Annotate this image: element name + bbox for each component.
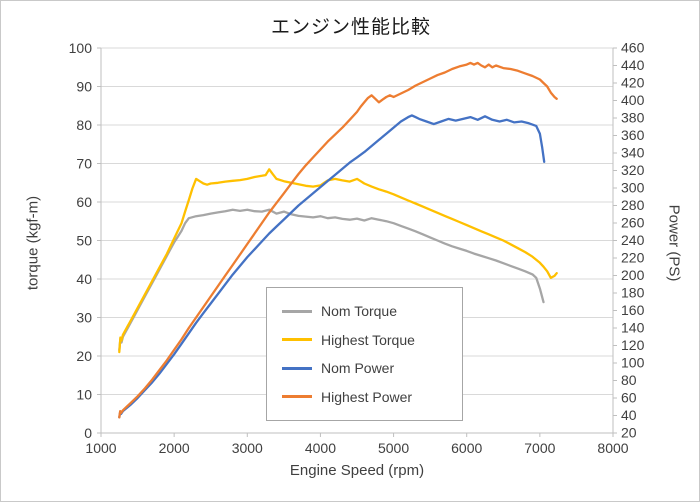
left-axis-tick-label: 50 — [76, 233, 92, 249]
right-axis-tick-label: 400 — [621, 92, 645, 108]
x-axis-tick-label: 8000 — [597, 440, 628, 456]
left-axis-tick-label: 30 — [76, 310, 92, 326]
right-axis-tick-label: 360 — [621, 127, 645, 143]
right-axis-tick-label: 440 — [621, 57, 645, 73]
left-axis-tick-label: 10 — [76, 387, 92, 403]
right-axis-tick-label: 460 — [621, 40, 645, 56]
legend-item: Highest Torque — [282, 332, 462, 348]
left-axis-tick-label: 20 — [76, 348, 92, 364]
right-axis-tick-label: 100 — [621, 355, 645, 371]
right-axis-tick-label: 40 — [621, 407, 637, 423]
left-axis-tick-label: 40 — [76, 271, 92, 287]
series-line-highest-torque — [118, 168, 558, 354]
right-axis-tick-label: 320 — [621, 162, 645, 178]
x-axis-title: Engine Speed (rpm) — [289, 462, 425, 479]
chart-title: エンジン性能比較 — [270, 17, 431, 38]
legend-item: Nom Torque — [282, 303, 462, 319]
right-axis-tick-label: 260 — [621, 215, 645, 231]
legend-line-sample — [282, 309, 312, 313]
x-axis-tick-label: 1000 — [85, 440, 116, 456]
right-axis-tick-label: 240 — [621, 232, 645, 248]
left-axis-tick-label: 90 — [76, 79, 92, 95]
x-axis-tick-label: 5000 — [378, 440, 409, 456]
right-axis-tick-label: 140 — [621, 320, 645, 336]
right-axis-tick-label: 180 — [621, 285, 645, 301]
series-line-nom-power — [118, 114, 546, 419]
right-axis-tick-label: 60 — [621, 390, 637, 406]
right-axis-tick-label: 200 — [621, 267, 645, 283]
right-axis-tick-label: 420 — [621, 75, 645, 91]
series-line-highest-power — [118, 61, 558, 419]
x-axis-tick-label: 4000 — [305, 440, 336, 456]
x-axis-tick-label: 2000 — [159, 440, 190, 456]
series-line-nom-torque — [118, 208, 545, 352]
left-axis-tick-label: 60 — [76, 194, 92, 210]
right-axis-tick-label: 340 — [621, 145, 645, 161]
legend-item: Nom Power — [282, 360, 462, 376]
legend-label: Highest Torque — [321, 331, 415, 348]
legend-item: Highest Power — [282, 389, 462, 405]
x-axis-tick-label: 6000 — [451, 440, 482, 456]
right-axis-tick-label: 160 — [621, 302, 645, 318]
right-axis-tick-label: 380 — [621, 110, 645, 126]
x-axis-tick-label: 7000 — [524, 440, 555, 456]
right-axis-tick-label: 300 — [621, 180, 645, 196]
x-axis-tick-label: 3000 — [232, 440, 263, 456]
left-axis-tick-label: 100 — [69, 40, 93, 56]
legend-label: Highest Power — [321, 388, 413, 405]
right-axis-tick-label: 280 — [621, 197, 645, 213]
legend-label: Nom Torque — [321, 303, 398, 320]
right-axis-tick-label: 80 — [621, 372, 637, 388]
right-axis-tick-label: 220 — [621, 250, 645, 266]
legend-line-sample — [282, 366, 312, 370]
legend-line-sample — [282, 338, 312, 342]
legend-line-sample — [282, 395, 312, 399]
right-axis-tick-label: 120 — [621, 337, 645, 353]
left-axis-tick-label: 80 — [76, 117, 92, 133]
legend: Nom Torque Highest Torque Nom Power Highest… — [266, 287, 463, 421]
left-axis-tick-label: 0 — [84, 425, 92, 441]
right-axis-tick-label: 20 — [621, 425, 637, 441]
left-axis-tick-label: 70 — [76, 156, 92, 172]
legend-label: Nom Power — [321, 360, 395, 377]
